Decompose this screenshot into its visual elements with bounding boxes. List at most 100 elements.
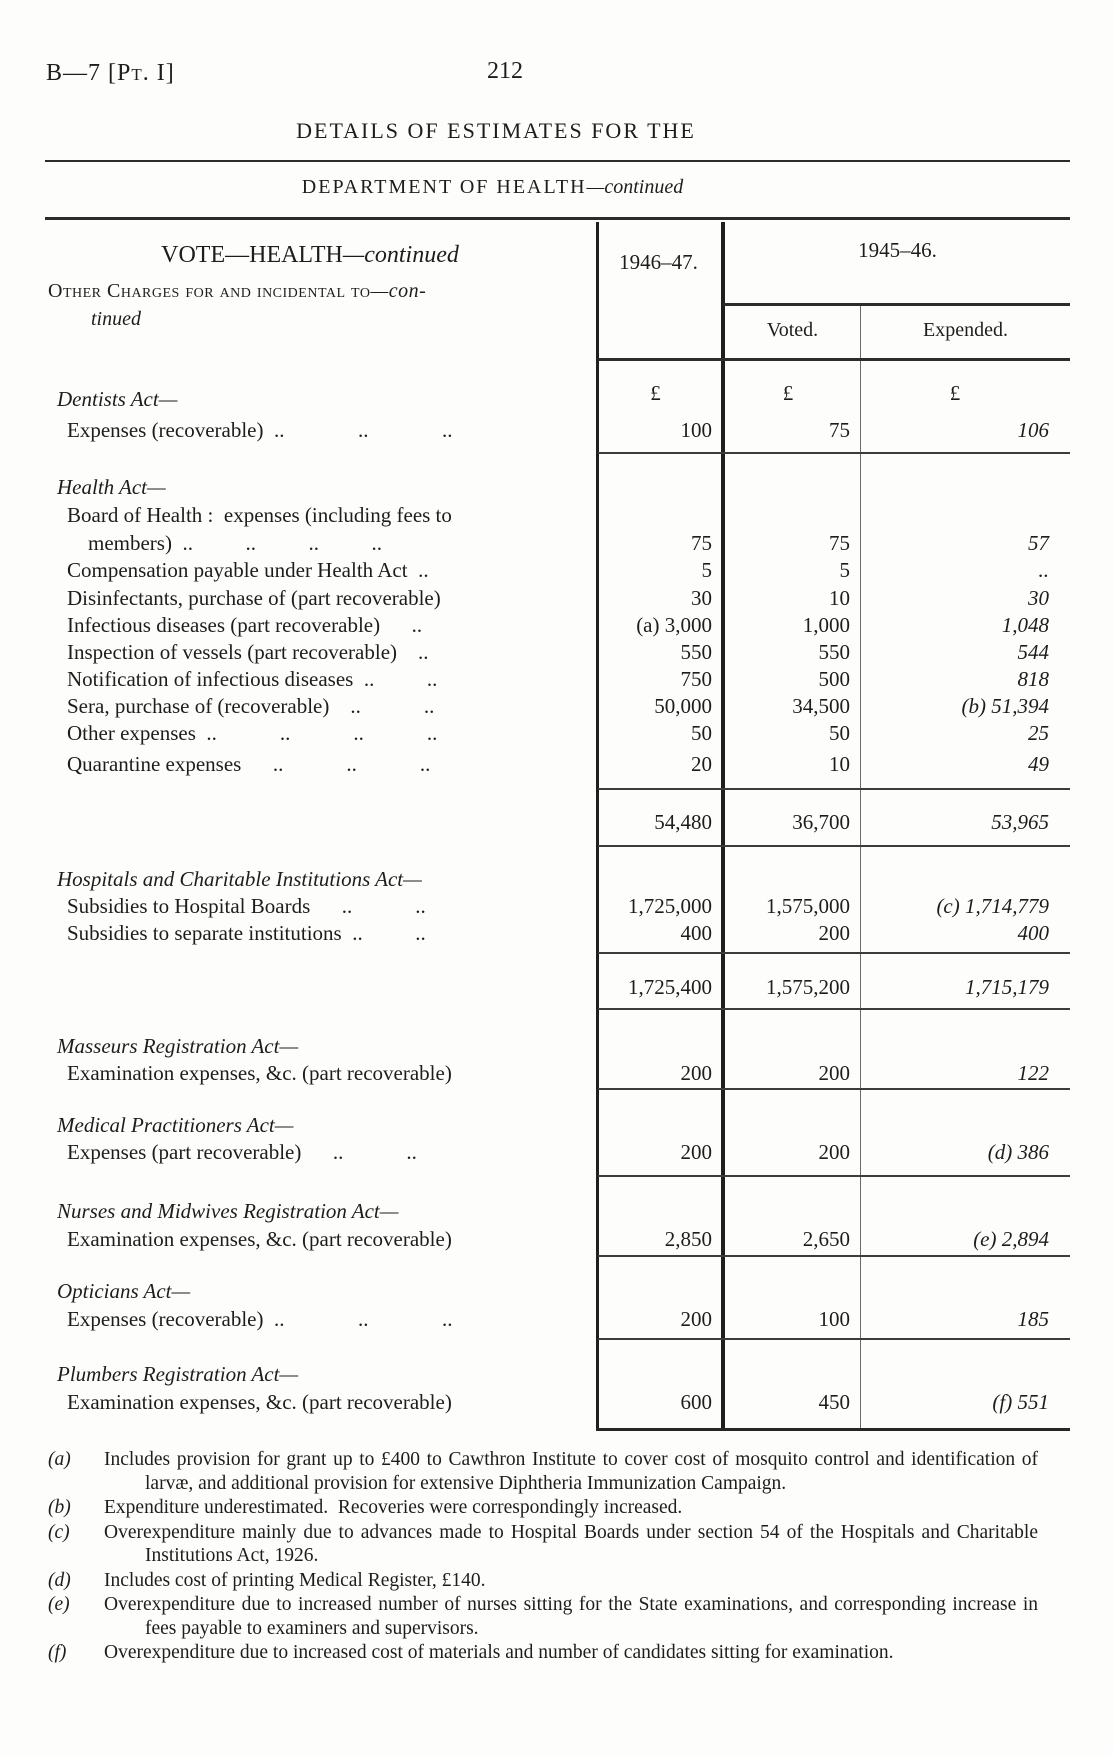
horizontal-rule <box>45 160 1070 162</box>
table-row-heading: Opticians Act— <box>45 1278 1070 1305</box>
row-label: Board of Health : expenses (including fe… <box>67 503 452 527</box>
row-label: Quarantine expenses .. .. .. <box>67 752 431 776</box>
cell-1946-47: 1,725,000 <box>628 894 712 918</box>
footnote-text: Overexpenditure due to increased number … <box>104 1594 1038 1639</box>
row-label: Examination expenses, &c. (part recovera… <box>67 1390 452 1414</box>
act-heading: Nurses and Midwives Registration Act— <box>57 1199 399 1223</box>
footnote-a: (a) Includes provision for grant up to £4… <box>48 1448 1038 1495</box>
table-row: Expenses (part recoverable) .. .. 200 20… <box>45 1139 1070 1166</box>
vertical-rule-voted-expended <box>860 305 861 1428</box>
cell-voted: 550 <box>818 640 851 664</box>
act-heading: Hospitals and Charitable Institutions Ac… <box>57 867 422 891</box>
row-label: Infectious diseases (part recoverable) .… <box>67 613 423 637</box>
table-row: Examination expenses, &c. (part recovera… <box>45 1060 1070 1087</box>
row-label: Compensation payable under Health Act .. <box>67 558 429 582</box>
footnote-c: (c) Overexpenditure mainly due to advance… <box>48 1521 1038 1568</box>
table-row: Expenses (recoverable) .. .. .. 100 75 1… <box>45 417 1070 444</box>
row-label: Inspection of vessels (part recoverable)… <box>67 640 429 664</box>
cell-expended: (f) 551 <box>992 1390 1049 1414</box>
cell-expended: 57 <box>1028 531 1049 555</box>
table-row: Board of Health : expenses (including fe… <box>45 502 1070 529</box>
footnote-f: (f) Overexpenditure due to increased cost… <box>48 1641 1038 1665</box>
cell-expended: 25 <box>1028 721 1049 745</box>
vote-title-continued: —continued <box>342 242 459 268</box>
total-expended: 53,965 <box>991 810 1049 834</box>
vote-title-text: VOTE—HEALTH <box>161 242 343 268</box>
table-row: Subsidies to Hospital Boards .. .. 1,725… <box>45 893 1070 920</box>
cell-1946-47: 100 <box>680 418 713 442</box>
cell-1946-47: 75 <box>691 531 712 555</box>
footnote-letter: (d) <box>48 1569 71 1591</box>
row-label: Subsidies to separate institutions .. .. <box>67 921 426 945</box>
table-row-heading: Health Act— <box>45 474 1070 501</box>
row-label: members) .. .. .. .. <box>88 531 382 555</box>
column-header-1945-46: 1945–46. <box>858 238 937 262</box>
cell-voted: 100 <box>818 1307 851 1331</box>
table-bottom-rule <box>596 1428 1070 1431</box>
cell-expended: 185 <box>1017 1307 1050 1331</box>
cell-voted: 5 <box>839 558 851 582</box>
act-heading: Plumbers Registration Act— <box>57 1362 299 1386</box>
row-label: Expenses (part recoverable) .. .. <box>67 1140 417 1164</box>
column-header-expended: Expended. <box>923 319 1008 341</box>
cell-voted: 500 <box>818 667 851 691</box>
total-voted: 36,700 <box>792 810 850 834</box>
cell-1946-47: 2,850 <box>664 1227 712 1251</box>
total-rule-above <box>598 788 1070 790</box>
table-row-heading: Nurses and Midwives Registration Act— <box>45 1198 1070 1225</box>
footnote-text: Includes cost of printing Medical Regist… <box>104 1569 486 1591</box>
total-1946-47: 1,725,400 <box>628 975 712 999</box>
cell-expended: (c) 1,714,779 <box>936 894 1049 918</box>
document-reference: B—7 [Pt. I] <box>46 60 175 86</box>
row-label: Disinfectants, purchase of (part recover… <box>67 586 441 610</box>
cell-1946-47: 200 <box>680 1140 713 1164</box>
table-row-heading: Dentists Act— <box>45 386 1070 413</box>
department-subtitle: DEPARTMENT OF HEALTH—continued <box>0 176 985 199</box>
cell-expended: (d) 386 <box>987 1140 1049 1164</box>
cell-1946-47: 50 <box>691 721 712 745</box>
table-row: Subsidies to separate institutions .. ..… <box>45 920 1070 947</box>
cell-expended: 400 <box>1017 921 1050 945</box>
cell-expended: (b) 51,394 <box>961 694 1050 718</box>
act-heading: Opticians Act— <box>57 1279 191 1303</box>
cell-voted: 2,650 <box>802 1227 850 1251</box>
page-title: DETAILS OF ESTIMATES FOR THE <box>296 118 696 143</box>
row-label: Examination expenses, &c. (part recovera… <box>67 1227 452 1251</box>
estimates-table: VOTE—HEALTH—continued Other Charges for … <box>45 220 1070 1432</box>
total-voted: 1,575,200 <box>766 975 850 999</box>
cell-voted: 10 <box>829 752 850 776</box>
rule-under-1945-46 <box>723 303 1070 306</box>
footnote-b: (b) Expenditure underestimated. Recoverie… <box>48 1496 1038 1520</box>
cell-1946-47: 400 <box>680 921 713 945</box>
table-row: Compensation payable under Health Act ..… <box>45 557 1070 584</box>
cell-voted: 200 <box>818 921 851 945</box>
row-label: Sera, purchase of (recoverable) .. .. <box>67 694 435 718</box>
cell-1946-47: 200 <box>680 1061 713 1085</box>
footnote-text: Includes provision for grant up to £400 … <box>104 1449 1038 1494</box>
total-rule-above <box>598 952 1070 954</box>
footnote-text: Overexpenditure mainly due to advances m… <box>104 1521 1038 1567</box>
table-row: members) .. .. .. .. 75 75 57 <box>45 530 1070 557</box>
section-divider <box>598 1255 1070 1257</box>
table-row: Notification of infectious diseases .. .… <box>45 666 1070 693</box>
page-number: 212 <box>487 58 523 84</box>
footnote-letter: (f) <box>48 1642 67 1663</box>
currency-symbol: £ <box>949 381 961 405</box>
horizontal-rule <box>45 217 1070 220</box>
footnote-letter: (c) <box>48 1521 70 1543</box>
cell-1946-47: 750 <box>680 667 713 691</box>
table-row: Disinfectants, purchase of (part recover… <box>45 585 1070 612</box>
currency-symbol: £ <box>782 381 794 405</box>
footnotes: (a) Includes provision for grant up to £4… <box>48 1448 1038 1666</box>
footnote-e: (e) Overexpenditure due to increased numb… <box>48 1593 1038 1640</box>
table-row-heading: Medical Practitioners Act— <box>45 1112 1070 1139</box>
table-row: Expenses (recoverable) .. .. .. 200 100 … <box>45 1306 1070 1333</box>
table-row: Quarantine expenses .. .. .. 20 10 49 <box>45 751 1070 778</box>
rule-under-column-headers <box>598 358 1070 361</box>
vote-title: VOTE—HEALTH—continued <box>45 242 575 269</box>
table-row: Examination expenses, &c. (part recovera… <box>45 1226 1070 1253</box>
row-label: Examination expenses, &c. (part recovera… <box>67 1061 452 1085</box>
stub-subtitle: Other Charges for and incidental to—con- <box>48 280 426 303</box>
cell-1946-47: 20 <box>691 752 712 776</box>
cell-voted: 450 <box>818 1390 851 1414</box>
